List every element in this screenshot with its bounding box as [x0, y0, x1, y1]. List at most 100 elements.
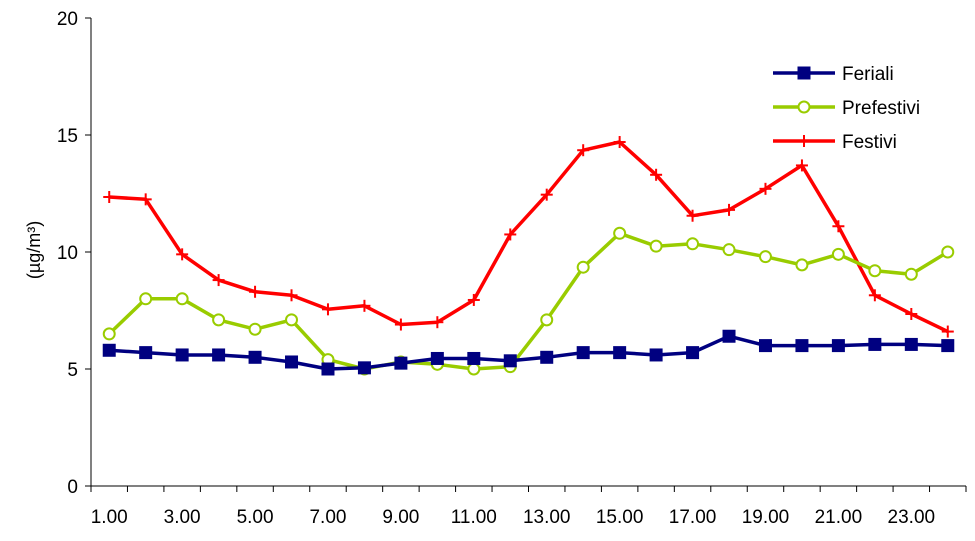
data-point-feriali: [795, 339, 809, 353]
y-tick-label: 15: [57, 126, 78, 147]
data-point-festivi: [394, 318, 407, 331]
data-point-prefestivi: [576, 260, 590, 274]
x-tick-label: 5.00: [237, 507, 274, 528]
data-point-festivi: [212, 274, 225, 287]
data-point-festivi: [686, 209, 699, 222]
data-point-feriali: [175, 348, 189, 362]
data-point-festivi: [759, 182, 772, 195]
data-point-festivi: [467, 293, 480, 306]
data-point-prefestivi: [868, 264, 882, 278]
data-point-feriali: [941, 339, 955, 353]
x-tick-label: 19.00: [742, 507, 790, 528]
y-tick-label: 10: [57, 243, 78, 264]
data-point-feriali: [248, 350, 262, 364]
series-feriali: [102, 329, 955, 376]
data-point-festivi: [285, 289, 298, 302]
legend-marker-festivi: [798, 135, 810, 147]
data-point-festivi: [577, 144, 590, 157]
data-point-prefestivi: [175, 292, 189, 306]
data-point-feriali: [868, 337, 882, 351]
data-point-feriali: [102, 343, 116, 357]
data-point-festivi: [321, 303, 334, 316]
data-point-feriali: [540, 350, 554, 364]
data-point-prefestivi: [686, 237, 700, 251]
data-point-festivi: [723, 203, 736, 216]
data-point-feriali: [649, 348, 663, 362]
data-point-festivi: [176, 248, 189, 261]
data-point-prefestivi: [102, 327, 116, 341]
legend-item-prefestivi: Prefestivi: [773, 98, 920, 119]
data-point-festivi: [905, 308, 918, 321]
legend-label-prefestivi: Prefestivi: [842, 98, 920, 119]
legend: Feriali Prefestivi Festivi: [773, 64, 920, 153]
legend-marker-feriali: [797, 66, 811, 80]
legend-item-festivi: Festivi: [773, 132, 897, 153]
legend-label-festivi: Festivi: [842, 132, 897, 153]
series-line-prefestivi: [107, 231, 949, 371]
data-point-prefestivi: [540, 313, 554, 327]
data-point-prefestivi: [831, 247, 845, 261]
data-point-festivi: [540, 188, 553, 201]
x-tick-label: 11.00: [451, 507, 497, 528]
data-point-prefestivi: [467, 362, 481, 376]
data-point-festivi: [431, 316, 444, 329]
data-point-feriali: [394, 356, 408, 370]
x-tick-label: 3.00: [164, 507, 201, 528]
data-point-feriali: [503, 354, 517, 368]
data-point-feriali: [722, 329, 736, 343]
data-point-feriali: [686, 346, 700, 360]
data-point-festivi: [650, 168, 663, 181]
data-point-festivi: [139, 193, 152, 206]
x-tick-label: 13.00: [523, 507, 571, 528]
series-festivi: [103, 136, 954, 338]
y-tick-label: 0: [67, 477, 78, 498]
data-point-feriali: [613, 346, 627, 360]
data-point-festivi: [795, 159, 808, 172]
x-tick-label: 7.00: [309, 507, 346, 528]
data-point-feriali: [758, 339, 772, 353]
x-tick-label: 21.00: [815, 507, 863, 528]
x-tick-label: 9.00: [382, 507, 419, 528]
data-point-feriali: [576, 346, 590, 360]
data-point-festivi: [103, 191, 116, 204]
data-point-festivi: [358, 299, 371, 312]
x-axis-ticks: 1.00 3.00 5.00 7.00 9.00 11.00 13.00 15.00 17.00…: [90, 486, 967, 528]
data-point-feriali: [321, 362, 335, 376]
data-point-feriali: [467, 351, 481, 365]
data-point-prefestivi: [941, 245, 955, 259]
data-point-prefestivi: [904, 267, 918, 281]
data-point-feriali: [831, 339, 845, 353]
y-tick-label: 20: [57, 9, 78, 30]
data-point-prefestivi: [248, 322, 262, 336]
legend-marker-prefestivi: [797, 100, 811, 114]
data-point-feriali: [139, 346, 153, 360]
y-axis-title: (µg/m³): [24, 221, 44, 279]
data-point-prefestivi: [613, 226, 627, 240]
data-point-prefestivi: [722, 243, 736, 257]
series-line-festivi: [109, 140, 949, 334]
data-point-festivi: [613, 136, 626, 149]
legend-item-feriali: Feriali: [773, 64, 894, 85]
series-prefestivi: [102, 226, 955, 376]
y-axis-ticks: 0 5 10 15 20: [57, 9, 91, 498]
data-point-festivi: [504, 228, 517, 241]
x-tick-label: 1.00: [91, 507, 128, 528]
data-point-prefestivi: [758, 250, 772, 264]
data-point-feriali: [904, 337, 918, 351]
data-point-feriali: [430, 351, 444, 365]
data-point-festivi: [832, 220, 845, 233]
x-tick-label: 17.00: [669, 507, 717, 528]
series-group: [102, 136, 955, 376]
x-tick-label: 15.00: [596, 507, 644, 528]
legend-label-feriali: Feriali: [842, 64, 894, 85]
data-point-festivi: [941, 325, 954, 338]
data-point-prefestivi: [212, 313, 226, 327]
data-point-prefestivi: [139, 292, 153, 306]
data-point-feriali: [212, 348, 226, 362]
data-point-feriali: [285, 355, 299, 369]
data-point-festivi: [868, 289, 881, 302]
data-point-festivi: [249, 285, 262, 298]
data-point-prefestivi: [285, 313, 299, 327]
